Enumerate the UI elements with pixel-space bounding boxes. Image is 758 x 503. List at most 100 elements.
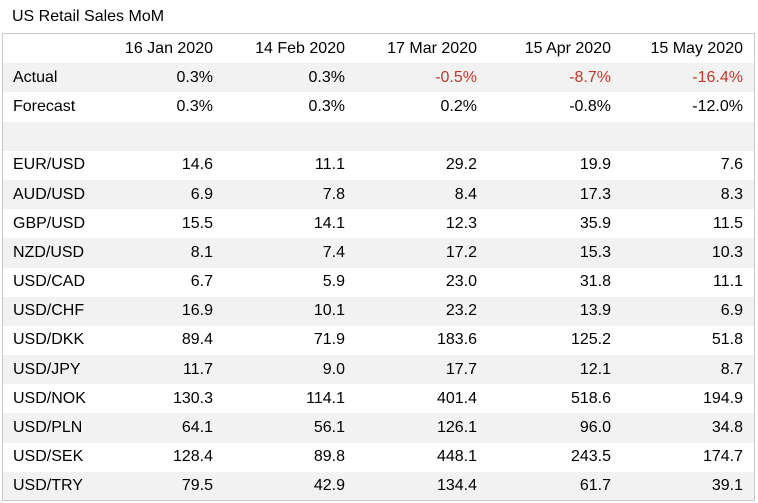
spacer-cell <box>488 121 622 151</box>
pair-value: 183.6 <box>436 331 477 349</box>
forecast-value: -12.0% <box>692 97 743 115</box>
pair-value: 39.1 <box>622 471 754 500</box>
table-row: GBP/USD 15.5 14.1 12.3 35.9 11.5 <box>3 209 754 238</box>
table-row: USD/CAD 6.7 5.9 23.0 31.8 11.1 <box>3 268 754 297</box>
currency-pair-rows: EUR/USD 14.6 11.1 29.2 19.9 7.6 AUD/USD 6.9 7.8 8… <box>3 151 754 500</box>
pair-value: 64.1 <box>99 413 224 443</box>
forecast-value: 0.2% <box>440 97 477 115</box>
actual-value: -8.7% <box>488 63 622 93</box>
pair-value: 5.9 <box>322 273 345 291</box>
pair-value: 518.6 <box>570 389 611 407</box>
pair-value: 15.3 <box>488 238 622 268</box>
pair-value: 89.8 <box>313 448 345 466</box>
pair-value: 8.4 <box>356 179 488 210</box>
pair-value: 7.4 <box>224 238 356 268</box>
pair-value: 29.2 <box>445 156 477 174</box>
actual-value: -0.5% <box>356 63 488 93</box>
pair-label: USD/PLN <box>3 413 99 443</box>
pair-value: 6.7 <box>190 273 213 291</box>
pair-value: 17.3 <box>488 179 622 210</box>
spacer-cell <box>99 121 224 151</box>
pair-value: 31.8 <box>579 273 611 291</box>
pair-value: 11.7 <box>99 355 224 385</box>
row-label: Actual <box>3 63 99 93</box>
table-row: USD/CHF 16.9 10.1 23.2 13.9 6.9 <box>3 296 754 326</box>
table-row: AUD/USD 6.9 7.8 8.4 17.3 8.3 <box>3 179 754 210</box>
pair-label: USD/SEK <box>13 448 84 466</box>
spacer-cell <box>356 121 488 151</box>
pair-value: 130.3 <box>172 389 213 407</box>
table-row: USD/NOK 130.3 114.1 401.4 518.6 194.9 <box>3 384 754 413</box>
pair-value: 23.0 <box>445 273 477 291</box>
pair-value: 71.9 <box>313 331 345 349</box>
pair-value: 13.9 <box>488 296 622 326</box>
actual-value: -16.4% <box>622 63 754 93</box>
pair-label: EUR/USD <box>13 156 86 174</box>
pair-label: GBP/USD <box>13 214 86 232</box>
forecast-row: Forecast 0.3% 0.3% 0.2% -0.8% -12.0% <box>3 92 754 121</box>
pair-value: 401.4 <box>436 389 477 407</box>
pair-value: 61.7 <box>488 471 622 500</box>
actual-row: Actual 0.3% 0.3% -0.5% -8.7% -16.4% <box>3 63 754 93</box>
pair-label: USD/DKK <box>13 331 85 349</box>
pair-label: USD/CHF <box>3 296 99 326</box>
pair-value: 14.1 <box>313 214 345 232</box>
spacer-row <box>3 121 754 151</box>
column-header: 15 May 2020 <box>622 34 754 64</box>
pair-value: 16.9 <box>99 296 224 326</box>
spacer-cell <box>622 121 754 151</box>
pair-value: 14.6 <box>181 156 213 174</box>
column-header: 14 Feb 2020 <box>224 34 356 64</box>
pair-value: 12.1 <box>488 355 622 385</box>
pair-label: USD/CAD <box>13 273 86 291</box>
pair-value: 243.5 <box>570 448 611 466</box>
pair-value: 8.1 <box>99 238 224 268</box>
actual-value: 0.3% <box>99 63 224 93</box>
pair-value: 11.1 <box>713 273 743 291</box>
table-row: USD/DKK 89.4 71.9 183.6 125.2 51.8 <box>3 326 754 355</box>
pair-label: NZD/USD <box>3 238 99 268</box>
pair-value: 8.3 <box>622 179 754 210</box>
forecast-value: -0.8% <box>569 97 611 115</box>
pair-value: 125.2 <box>570 331 611 349</box>
pair-value: 134.4 <box>356 471 488 500</box>
pair-value: 17.2 <box>356 238 488 268</box>
spacer-cell <box>3 121 99 151</box>
pair-value: 6.9 <box>622 296 754 326</box>
table-row: NZD/USD 8.1 7.4 17.2 15.3 10.3 <box>3 238 754 268</box>
column-header: 15 Apr 2020 <box>488 34 622 64</box>
data-table-frame: 16 Jan 2020 14 Feb 2020 17 Mar 2020 15 A… <box>2 33 755 501</box>
table-row: EUR/USD 14.6 11.1 29.2 19.9 7.6 <box>3 151 754 180</box>
pair-value: 51.8 <box>711 331 743 349</box>
spacer-cell <box>224 121 356 151</box>
header-row: 16 Jan 2020 14 Feb 2020 17 Mar 2020 15 A… <box>3 34 754 64</box>
pair-value: 79.5 <box>99 471 224 500</box>
pair-value: 128.4 <box>172 448 213 466</box>
pair-value: 23.2 <box>356 296 488 326</box>
pair-value: 8.7 <box>622 355 754 385</box>
pair-value: 96.0 <box>488 413 622 443</box>
pair-value: 35.9 <box>579 214 611 232</box>
table-title: US Retail Sales MoM <box>12 8 165 25</box>
column-header: 17 Mar 2020 <box>356 34 488 64</box>
table-row: USD/JPY 11.7 9.0 17.7 12.1 8.7 <box>3 355 754 385</box>
pair-value: 10.1 <box>224 296 356 326</box>
pair-label: USD/NOK <box>13 389 86 407</box>
pair-value: 89.4 <box>181 331 213 349</box>
actual-value: 0.3% <box>224 63 356 93</box>
pair-value: 9.0 <box>224 355 356 385</box>
pair-value: 174.7 <box>702 448 743 466</box>
pair-value: 114.1 <box>306 389 345 407</box>
pair-value: 7.8 <box>224 179 356 210</box>
table-row: USD/TRY 79.5 42.9 134.4 61.7 39.1 <box>3 471 754 500</box>
pair-value: 6.9 <box>99 179 224 210</box>
pair-value: 194.9 <box>702 389 743 407</box>
pair-label: AUD/USD <box>3 179 99 210</box>
pair-label: USD/TRY <box>3 471 99 500</box>
header-corner-cell <box>3 34 99 64</box>
pair-value: 42.9 <box>224 471 356 500</box>
pair-value: 126.1 <box>356 413 488 443</box>
pair-value: 11.1 <box>315 156 345 174</box>
pair-value: 448.1 <box>436 448 477 466</box>
pair-value: 11.5 <box>713 214 743 232</box>
